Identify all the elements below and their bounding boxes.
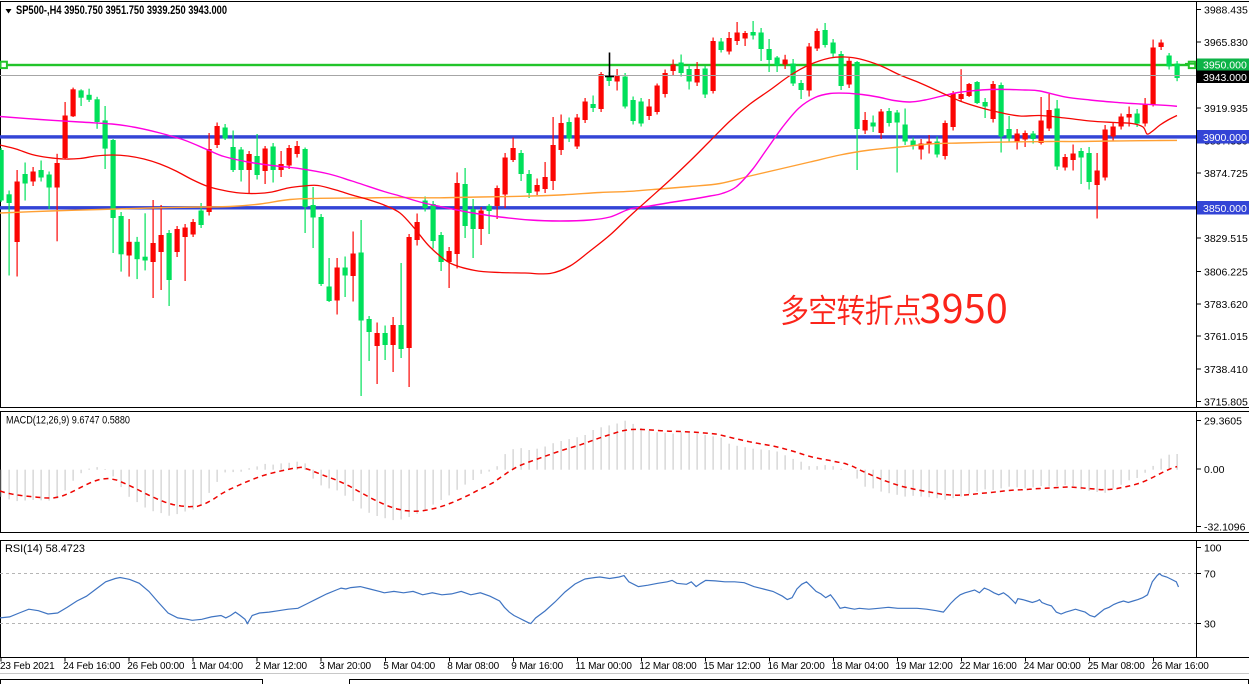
svg-text:26 Mar 16:00: 26 Mar 16:00 bbox=[1152, 661, 1210, 672]
svg-text:70: 70 bbox=[1204, 569, 1216, 581]
svg-text:19 Mar 12:00: 19 Mar 12:00 bbox=[896, 661, 954, 672]
svg-text:3943.000: 3943.000 bbox=[1203, 72, 1247, 84]
svg-text:3919.935: 3919.935 bbox=[1204, 103, 1248, 115]
svg-text:15 Mar 12:00: 15 Mar 12:00 bbox=[703, 661, 761, 672]
svg-text:3806.225: 3806.225 bbox=[1204, 266, 1248, 278]
svg-text:16 Mar 20:00: 16 Mar 20:00 bbox=[768, 661, 826, 672]
svg-text:3829.515: 3829.515 bbox=[1204, 233, 1248, 245]
svg-text:3988.435: 3988.435 bbox=[1204, 5, 1248, 17]
svg-text:8 Mar 08:00: 8 Mar 08:00 bbox=[447, 661, 499, 672]
svg-text:3761.015: 3761.015 bbox=[1204, 331, 1248, 343]
svg-text:30: 30 bbox=[1204, 619, 1216, 631]
svg-text:24 Mar 00:00: 24 Mar 00:00 bbox=[1024, 661, 1082, 672]
svg-text:2 Mar 12:00: 2 Mar 12:00 bbox=[255, 661, 307, 672]
svg-text:3874.725: 3874.725 bbox=[1204, 168, 1248, 180]
svg-text:3965.830: 3965.830 bbox=[1204, 37, 1248, 49]
svg-text:1 Mar 04:00: 1 Mar 04:00 bbox=[191, 661, 243, 672]
svg-text:3900.000: 3900.000 bbox=[1203, 132, 1247, 144]
svg-text:9 Mar 16:00: 9 Mar 16:00 bbox=[511, 661, 563, 672]
svg-text:-32.1096: -32.1096 bbox=[1204, 522, 1246, 534]
svg-text:24 Feb 16:00: 24 Feb 16:00 bbox=[63, 661, 121, 672]
svg-text:SP500-,H4 3950.750 3951.750 3: SP500-,H4 3950.750 3951.750 3939.250 394… bbox=[16, 5, 227, 17]
svg-text:3783.620: 3783.620 bbox=[1204, 299, 1248, 311]
svg-text:3950.000: 3950.000 bbox=[1203, 60, 1247, 72]
svg-text:11 Mar 00:00: 11 Mar 00:00 bbox=[575, 661, 632, 672]
svg-text:3715.805: 3715.805 bbox=[1204, 396, 1248, 408]
svg-text:RSI(14) 58.4723: RSI(14) 58.4723 bbox=[5, 543, 85, 555]
svg-text:3850.000: 3850.000 bbox=[1203, 203, 1247, 215]
svg-text:100: 100 bbox=[1204, 543, 1222, 555]
svg-text:12 Mar 08:00: 12 Mar 08:00 bbox=[639, 661, 697, 672]
svg-text:18 Mar 04:00: 18 Mar 04:00 bbox=[832, 661, 890, 672]
svg-text:23 Feb 2021: 23 Feb 2021 bbox=[0, 661, 55, 672]
svg-text:MACD(12,26,9) 9.6747 0.5880: MACD(12,26,9) 9.6747 0.5880 bbox=[6, 415, 130, 427]
svg-text:29.3605: 29.3605 bbox=[1204, 416, 1242, 428]
svg-text:26 Feb 00:00: 26 Feb 00:00 bbox=[127, 661, 185, 672]
svg-text:0.00: 0.00 bbox=[1204, 464, 1225, 476]
svg-text:3738.410: 3738.410 bbox=[1204, 364, 1248, 376]
svg-text:3 Mar 20:00: 3 Mar 20:00 bbox=[319, 661, 371, 672]
svg-text:22 Mar 16:00: 22 Mar 16:00 bbox=[960, 661, 1018, 672]
svg-text:5 Mar 04:00: 5 Mar 04:00 bbox=[383, 661, 435, 672]
svg-text:25 Mar 08:00: 25 Mar 08:00 bbox=[1088, 661, 1146, 672]
